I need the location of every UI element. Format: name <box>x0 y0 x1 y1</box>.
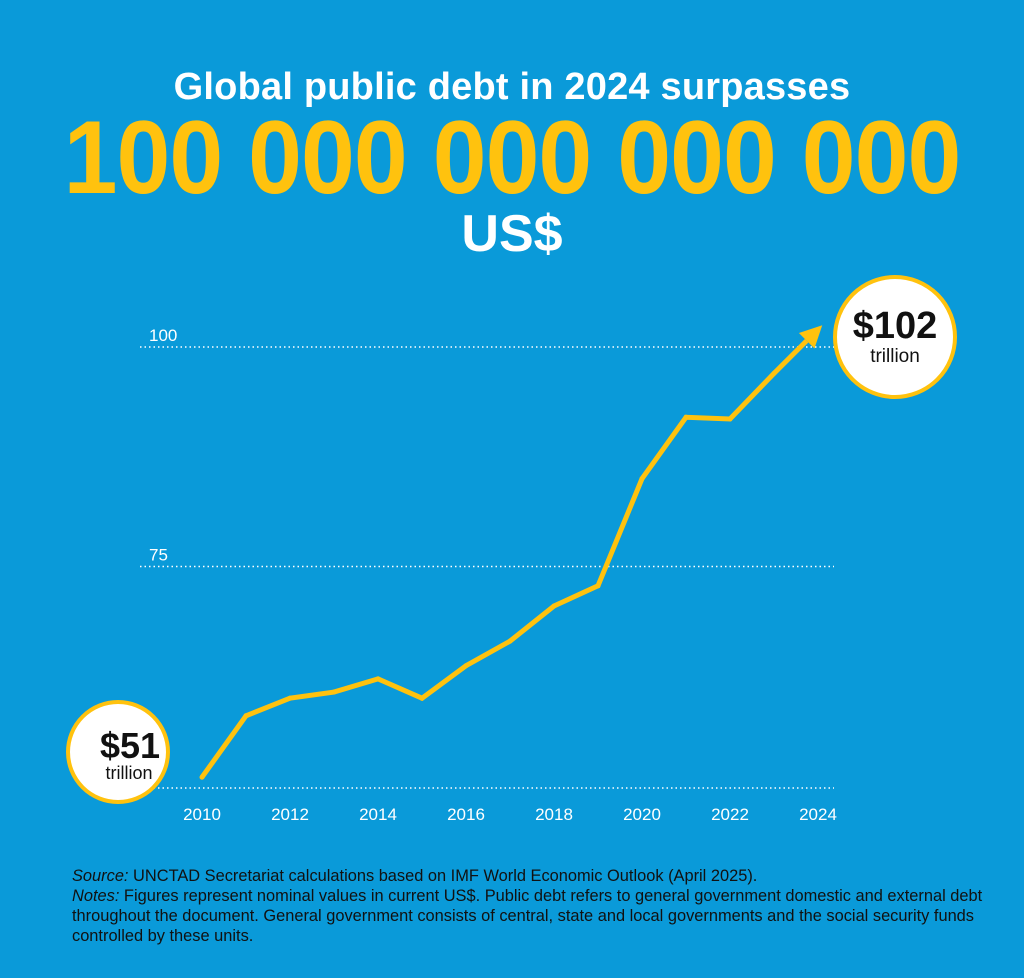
x-tick-2012: 2012 <box>271 805 309 824</box>
y-tick-100: 100 <box>149 326 177 345</box>
data-point-2022 <box>727 416 733 422</box>
headline: Global public debt in 2024 surpasses <box>173 66 851 108</box>
start-badge-circle <box>66 700 170 804</box>
data-point-2023 <box>771 370 777 376</box>
data-point-2018 <box>551 603 557 609</box>
currency-label: US$ <box>461 205 563 263</box>
x-tick-2010: 2010 <box>183 805 221 824</box>
source-label: Source: <box>72 867 129 885</box>
start-badge: $51 trillion <box>66 700 170 804</box>
end-badge: $102 trillion <box>833 275 957 399</box>
y-tick-labels: 75 100 <box>149 326 177 565</box>
data-point-2015 <box>419 695 425 701</box>
data-point-2014 <box>375 676 381 682</box>
data-point-2013 <box>331 689 337 695</box>
data-point-2010 <box>199 774 205 780</box>
data-point-2017 <box>507 638 513 644</box>
notes-line: Notes: Figures represent nominal values … <box>72 886 992 946</box>
data-point-2016 <box>463 663 469 669</box>
x-tick-2024: 2024 <box>799 805 837 824</box>
data-point-2012 <box>287 695 293 701</box>
y-tick-75: 75 <box>149 546 168 565</box>
source-line: Source: UNCTAD Secretariat calculations … <box>72 866 992 886</box>
end-badge-value: $102 <box>853 305 938 347</box>
x-tick-2018: 2018 <box>535 805 573 824</box>
start-badge-value: $51 <box>100 725 160 766</box>
end-badge-circle <box>833 275 957 399</box>
series-group <box>199 325 823 780</box>
footer-notes: Source: UNCTAD Secretariat calculations … <box>72 866 992 946</box>
x-tick-2020: 2020 <box>623 805 661 824</box>
x-tick-2014: 2014 <box>359 805 397 824</box>
data-point-2011 <box>243 713 249 719</box>
data-point-2020 <box>639 476 645 482</box>
notes-text: Figures represent nominal values in curr… <box>72 887 983 945</box>
series-line <box>199 338 809 779</box>
x-tick-2022: 2022 <box>711 805 749 824</box>
data-point-2024 <box>815 326 821 332</box>
start-badge-unit: trillion <box>105 763 152 783</box>
end-badge-unit: trillion <box>870 346 920 367</box>
notes-label: Notes: <box>72 887 120 905</box>
x-tick-labels: 2010 2012 2014 2016 2018 2020 2022 2024 <box>183 805 837 824</box>
data-point-2021 <box>683 414 689 420</box>
gridlines <box>140 346 834 789</box>
data-point-2019 <box>595 583 601 589</box>
source-text: UNCTAD Secretariat calculations based on… <box>128 867 758 885</box>
x-tick-2016: 2016 <box>447 805 485 824</box>
big-number: 100 000 000 000 000 <box>63 100 962 216</box>
